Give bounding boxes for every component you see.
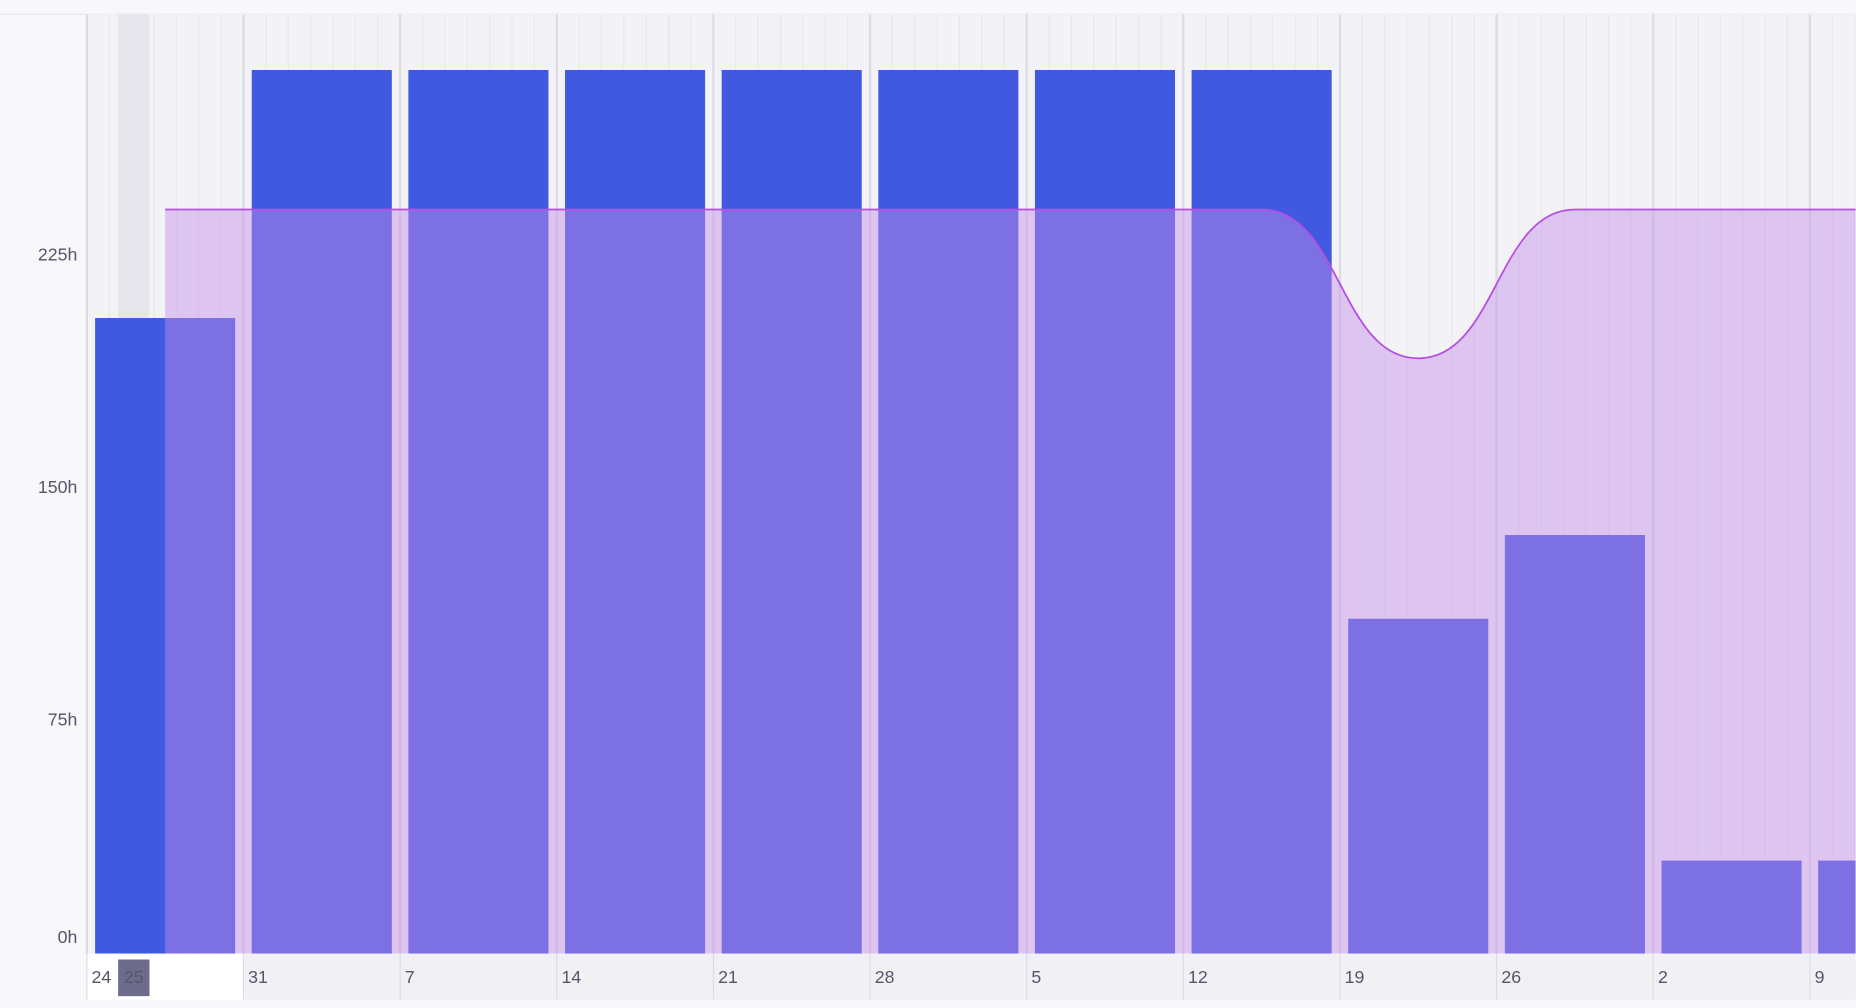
y-tick-label: 75h xyxy=(48,710,78,730)
capacity-line xyxy=(165,208,1856,360)
x-tick-label: 31 xyxy=(248,967,268,987)
bar xyxy=(95,318,236,954)
y-tick-label: 150h xyxy=(38,477,77,497)
y-tick-label: 225h xyxy=(38,245,77,265)
x-tick-label: 21 xyxy=(718,967,738,987)
capacity-area xyxy=(165,209,1856,954)
x-tick-label: 14 xyxy=(561,967,581,987)
bar xyxy=(1661,860,1802,954)
bar xyxy=(721,70,862,954)
today-marker xyxy=(118,959,150,997)
plot xyxy=(85,14,1856,954)
bar xyxy=(251,70,392,954)
bar xyxy=(408,70,549,954)
bar xyxy=(1504,535,1645,954)
x-tick-label: 19 xyxy=(1345,967,1365,987)
y-tick-label: 0h xyxy=(58,927,78,947)
current-week-axis xyxy=(85,953,245,1000)
x-tick-label: 26 xyxy=(1501,967,1521,987)
bar xyxy=(1348,618,1489,954)
bar xyxy=(1191,70,1332,954)
x-tick-label: 2 xyxy=(1658,967,1668,987)
x-tick-label: 28 xyxy=(875,967,895,987)
bar xyxy=(1034,70,1176,954)
axes: 0h 75h 150h 225h 24 31 7 14 21 28 5 12 19 26 2 9 25 xyxy=(38,245,1825,1000)
x-tick-label: 24 xyxy=(92,967,112,987)
x-tick-label: 12 xyxy=(1188,967,1208,987)
x-axis-band xyxy=(85,953,1856,1000)
bar xyxy=(565,70,706,954)
bar xyxy=(878,70,1019,954)
bar xyxy=(1818,860,1856,954)
x-tick-label: 5 xyxy=(1031,967,1041,987)
x-tick-label: 9 xyxy=(1815,967,1825,987)
x-tick-label: 7 xyxy=(405,967,415,987)
today-label: 25 xyxy=(124,967,144,987)
